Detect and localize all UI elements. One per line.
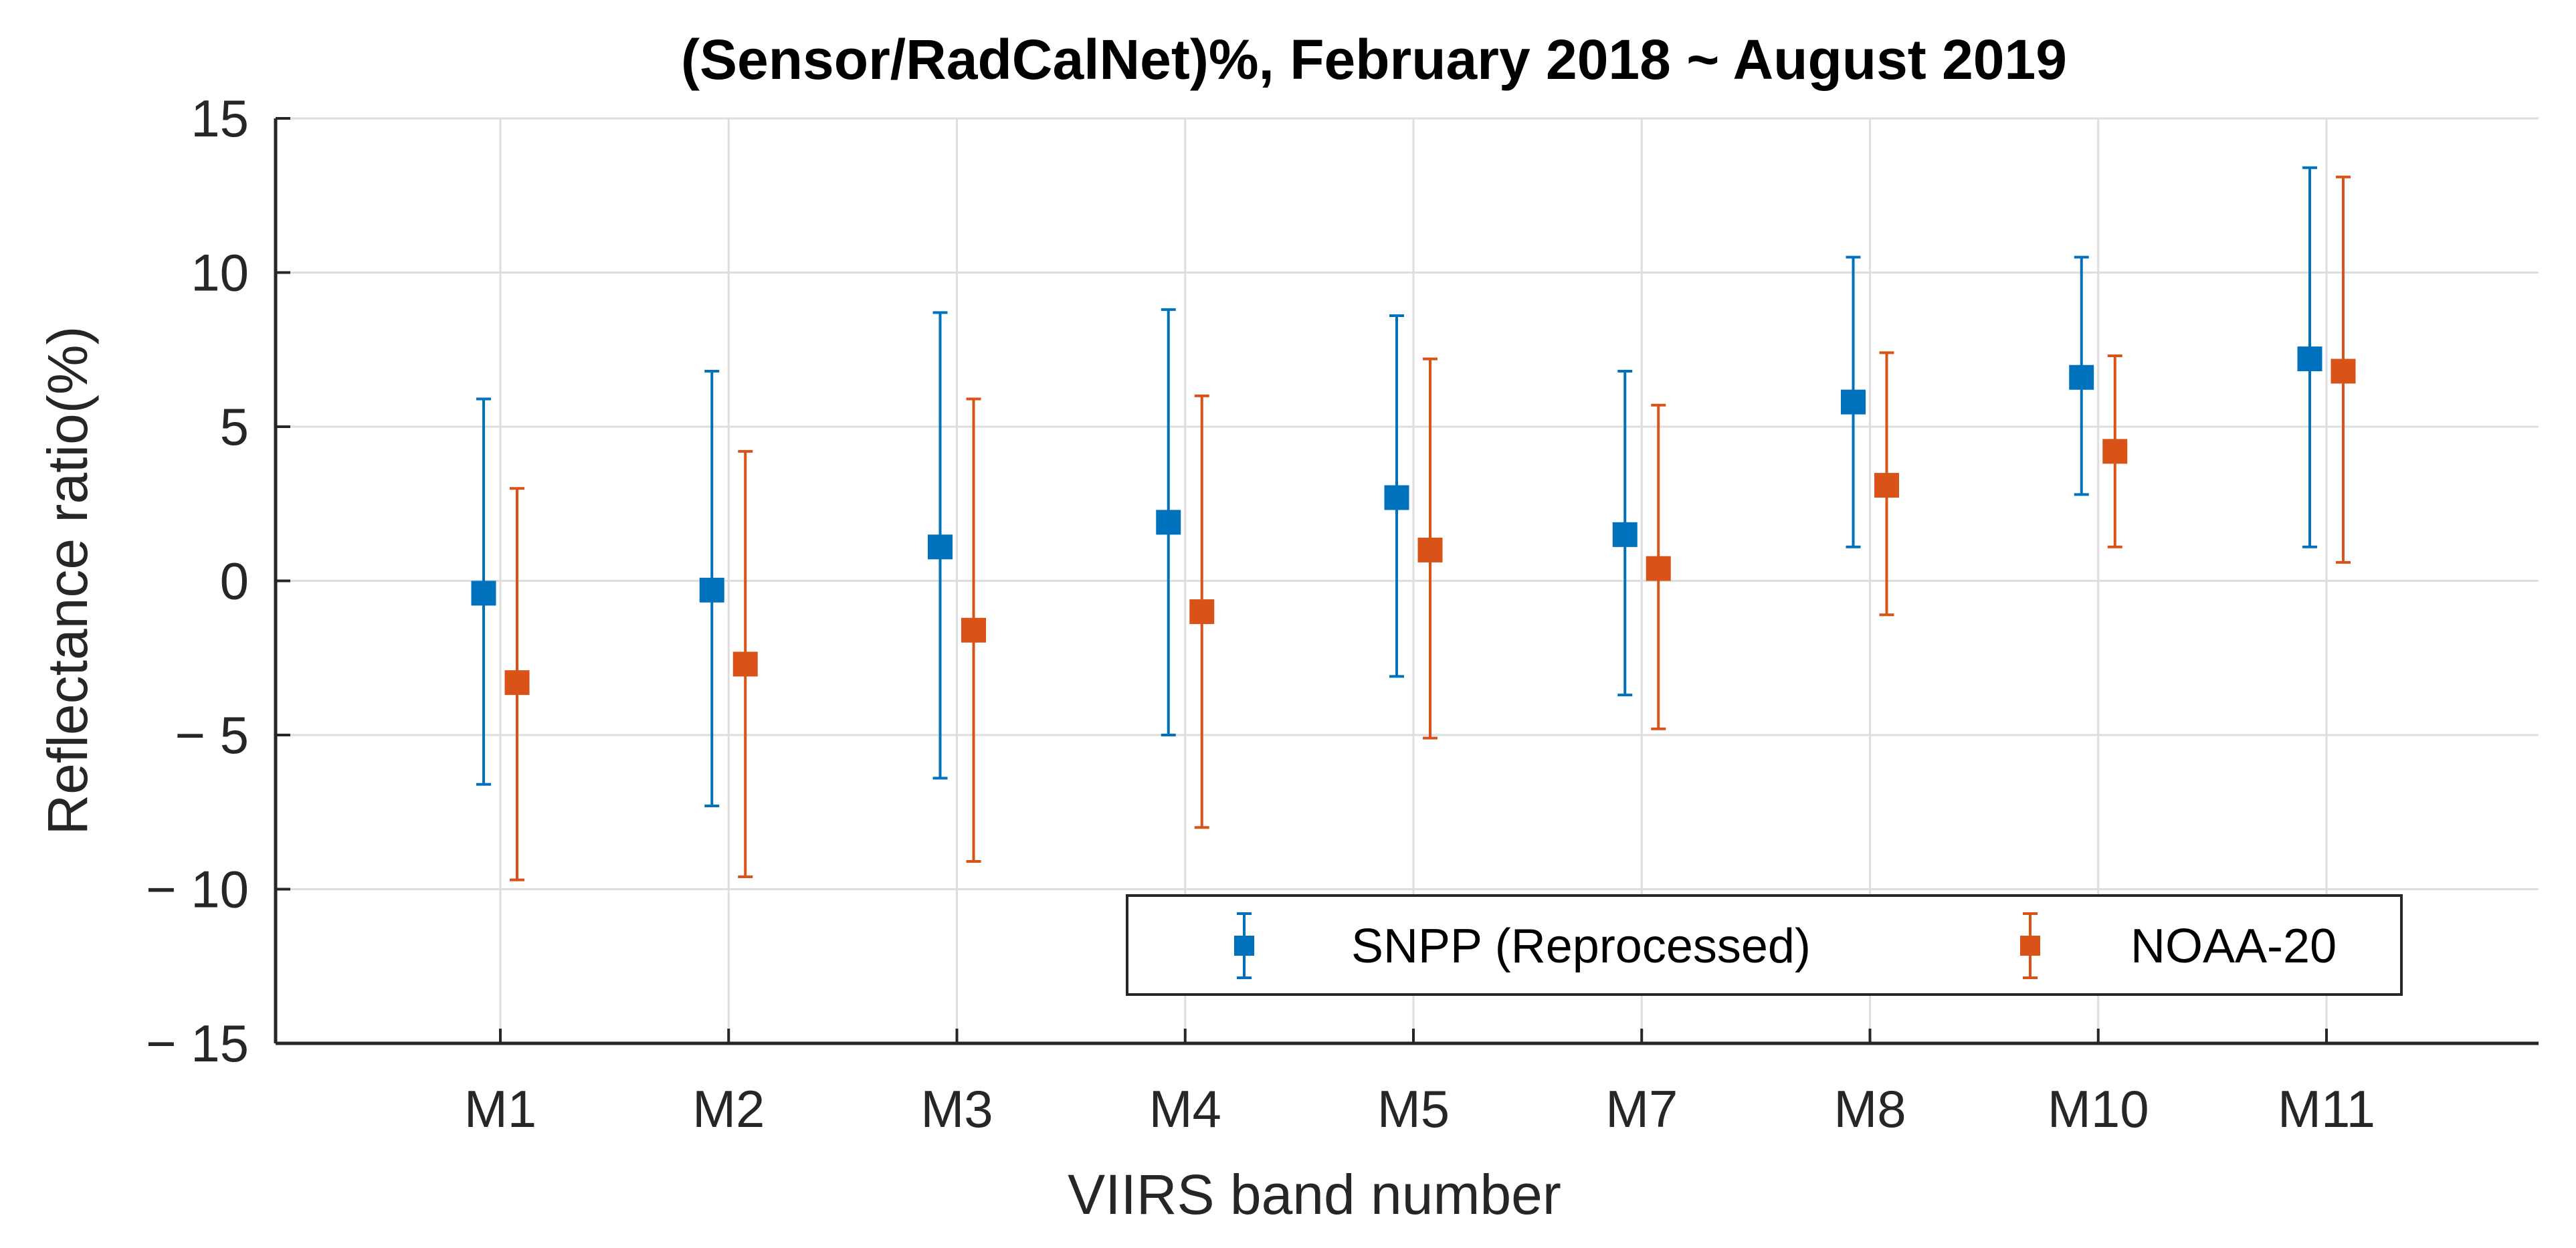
legend-marker-icon bbox=[2020, 936, 2040, 956]
data-point bbox=[961, 617, 986, 643]
y-tick-label: 5 bbox=[220, 397, 249, 456]
data-point bbox=[1874, 473, 1899, 498]
series-noaa20 bbox=[504, 175, 2356, 881]
data-point bbox=[1384, 485, 1409, 510]
data-point bbox=[1612, 522, 1638, 547]
legend-items: SNPP (Reprocessed) NOAA-20 bbox=[1234, 912, 2337, 979]
y-axis-label: Reflectance ratio(%) bbox=[36, 326, 99, 835]
x-tick-label: M7 bbox=[1605, 1079, 1678, 1138]
x-tick-label: M4 bbox=[1149, 1079, 1221, 1138]
data-point bbox=[1841, 389, 1866, 415]
legend: SNPP (Reprocessed) NOAA-20 bbox=[1126, 894, 2403, 996]
data-point bbox=[471, 581, 496, 606]
data-point bbox=[504, 670, 530, 696]
data-point bbox=[1156, 510, 1181, 535]
y-tick-label: 10 bbox=[191, 243, 249, 302]
data-point bbox=[2297, 346, 2322, 372]
legend-item-snpp: SNPP (Reprocessed) bbox=[1234, 912, 1811, 979]
y-tick-label: − 10 bbox=[146, 860, 249, 919]
x-tick-label: M5 bbox=[1377, 1079, 1450, 1138]
chart-title: (Sensor/RadCalNet)%, February 2018 ~ Aug… bbox=[681, 28, 2067, 91]
x-tick-label: M2 bbox=[692, 1079, 765, 1138]
x-ticks: M1 M2 M3 M4 M5 M7 M8 M10 M11 bbox=[464, 1029, 2375, 1138]
y-ticks: 15 10 5 0 − 5 − 10 − 15 bbox=[146, 89, 290, 1073]
x-tick-label: M10 bbox=[2048, 1079, 2149, 1138]
x-tick-label: M1 bbox=[464, 1079, 536, 1138]
x-axis-label: VIIRS band number bbox=[1068, 1163, 1561, 1226]
y-tick-label: − 5 bbox=[175, 706, 249, 764]
y-tick-label: 15 bbox=[191, 89, 249, 148]
data-point bbox=[2069, 365, 2094, 390]
legend-box bbox=[1126, 894, 2403, 996]
data-point bbox=[1189, 599, 1215, 625]
data-point bbox=[1417, 537, 1443, 562]
data-point bbox=[2331, 358, 2356, 384]
x-tick-label: M3 bbox=[920, 1079, 993, 1138]
y-tick-label: 0 bbox=[220, 552, 249, 611]
data-point bbox=[732, 651, 758, 677]
y-tick-label: − 15 bbox=[146, 1014, 249, 1073]
x-tick-label: M11 bbox=[2278, 1079, 2375, 1138]
data-point bbox=[928, 534, 953, 560]
data-point bbox=[1646, 556, 1671, 581]
x-tick-label: M8 bbox=[1834, 1079, 1906, 1138]
grid bbox=[276, 117, 2539, 1045]
data-point bbox=[2102, 439, 2128, 464]
series-snpp bbox=[471, 166, 2322, 808]
series-layer bbox=[471, 166, 2356, 881]
legend-item-noaa20: NOAA-20 bbox=[2020, 912, 2337, 979]
data-point bbox=[699, 577, 724, 603]
legend-label: NOAA-20 bbox=[2131, 920, 2337, 973]
legend-marker-icon bbox=[1234, 936, 1254, 956]
legend-label: SNPP (Reprocessed) bbox=[1351, 920, 1811, 973]
